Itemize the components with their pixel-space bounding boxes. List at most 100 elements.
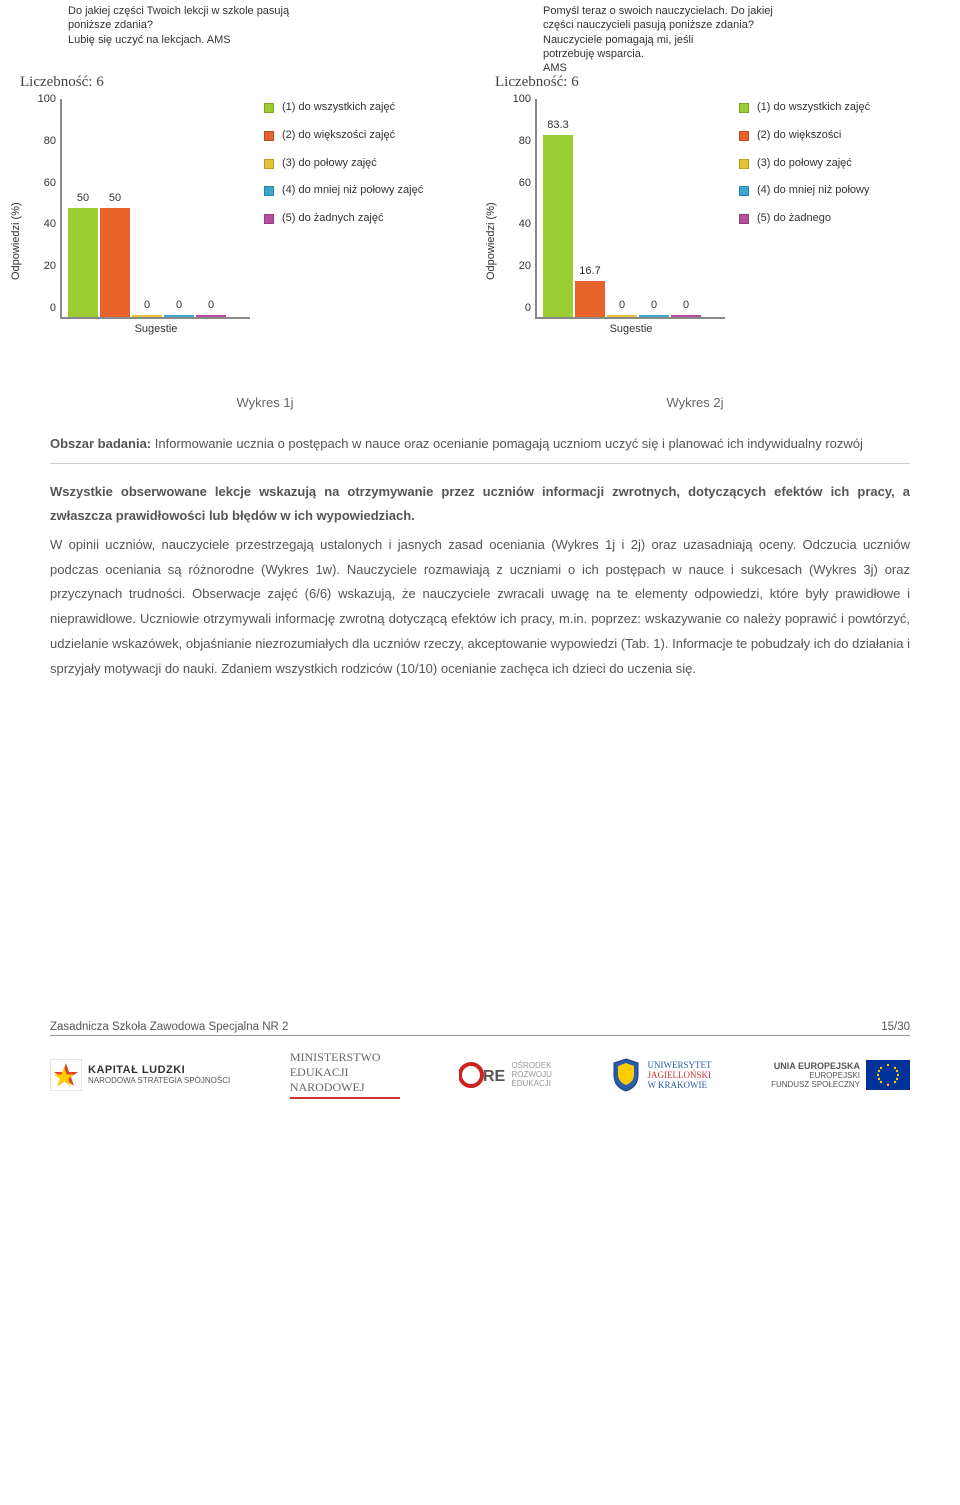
logo-eu: UNIA EUROPEJSKA EUROPEJSKI FUNDUSZ SPOŁE… — [771, 1060, 910, 1090]
chart-2-legend: (1) do wszystkich zajęć (2) do większości… — [725, 99, 950, 353]
bar-value: 83.3 — [543, 119, 573, 131]
legend-swatch — [264, 214, 274, 224]
legend-label: (1) do wszystkich zajęć — [757, 101, 870, 115]
legend-item: (3) do połowy zajęć — [264, 157, 475, 171]
ytick: 40 — [503, 219, 531, 230]
ytick: 100 — [28, 94, 56, 105]
legend-swatch — [739, 159, 749, 169]
q-line: Pomyśl teraz o swoich nauczycielach. Do … — [543, 5, 773, 17]
chart-2-plot: 83.316.7000 Sugestie — [535, 99, 725, 319]
bar: 16.7 — [575, 281, 605, 317]
caption-1: Wykres 1j — [50, 395, 480, 410]
ore-icon: RE — [459, 1059, 505, 1091]
title-prefix: Obszar badania: — [50, 436, 151, 451]
legend-label: (2) do większości zajęć — [282, 129, 395, 143]
logo-text: UNIWERSYTET — [647, 1060, 711, 1070]
legend-item: (1) do wszystkich zajęć — [264, 101, 475, 115]
legend-label: (3) do połowy zajęć — [757, 157, 852, 171]
logo-kapital-ludzki: KAPITAŁ LUDZKI NARODOWA STRATEGIA SPÓJNO… — [50, 1059, 230, 1091]
legend-item: (5) do żadnych zajęć — [264, 212, 475, 226]
bar-value: 0 — [164, 299, 194, 311]
logo-text: EDUKACJI — [511, 1079, 551, 1088]
section-title: Obszar badania: Informowanie ucznia o po… — [50, 432, 910, 457]
svg-text:RE: RE — [483, 1068, 505, 1085]
logo-text: ROZWOJU — [511, 1070, 551, 1079]
legend-swatch — [739, 186, 749, 196]
legend-swatch — [264, 159, 274, 169]
bar: 0 — [164, 315, 194, 317]
bar-value: 0 — [671, 299, 701, 311]
chart-2-bars: 83.316.7000 — [543, 99, 701, 317]
footer-right: 15/30 — [881, 1021, 910, 1033]
charts-row: Do jakiej części Twoich lekcji w szkole … — [0, 0, 960, 353]
bar: 50 — [100, 208, 130, 317]
logo-text: UNIA EUROPEJSKA — [771, 1061, 860, 1071]
q-line: poniższe zdania? — [68, 19, 153, 31]
ytick: 100 — [503, 94, 531, 105]
ytick: 20 — [28, 261, 56, 272]
ytick: 40 — [28, 219, 56, 230]
chart-1-yticks: 100 80 60 40 20 0 — [28, 99, 60, 319]
chart-1-legend: (1) do wszystkich zajęć (2) do większości… — [250, 99, 475, 353]
legend-swatch — [739, 131, 749, 141]
caption-2: Wykres 2j — [480, 395, 910, 410]
logo-text: MINISTERSTWO — [290, 1050, 400, 1065]
chart-2-area: Odpowiedzi (%) 100 80 60 40 20 0 83.316.… — [485, 99, 950, 353]
logo-uj: UNIWERSYTET JAGIELLOŃSKI W KRAKOWIE — [611, 1057, 711, 1093]
bar: 0 — [607, 315, 637, 317]
ytick: 0 — [28, 303, 56, 314]
bar-value: 16.7 — [575, 265, 605, 277]
ytick: 60 — [28, 178, 56, 189]
logo-text: KAPITAŁ LUDZKI — [88, 1064, 230, 1076]
shield-icon — [611, 1057, 641, 1093]
legend-swatch — [264, 131, 274, 141]
legend-label: (1) do wszystkich zajęć — [282, 101, 395, 115]
legend-swatch — [264, 186, 274, 196]
logo-text: NARODOWEJ — [290, 1080, 400, 1095]
footer-logos: KAPITAŁ LUDZKI NARODOWA STRATEGIA SPÓJNO… — [50, 1036, 910, 1109]
legend-swatch — [739, 103, 749, 113]
q-line: AMS — [543, 62, 567, 74]
chart-1-xlabel: Sugestie — [62, 323, 250, 335]
chart-1-plot: 5050000 Sugestie — [60, 99, 250, 319]
legend-swatch — [739, 214, 749, 224]
q-line: Lubię się uczyć na lekcjach. AMS — [68, 34, 231, 46]
ytick: 80 — [28, 136, 56, 147]
chart-1-bars: 5050000 — [68, 99, 226, 317]
logo-underline — [290, 1097, 400, 1099]
q-line: potrzebuję wsparcia. — [543, 48, 644, 60]
chart-2-xlabel: Sugestie — [537, 323, 725, 335]
legend-label: (5) do żadnego — [757, 212, 831, 226]
logo-text: W KRAKOWIE — [647, 1080, 711, 1090]
chart-2-question: Pomyśl teraz o swoich nauczycielach. Do … — [485, 4, 950, 74]
chart-2: Pomyśl teraz o swoich nauczycielach. Do … — [485, 0, 950, 353]
legend-swatch — [264, 103, 274, 113]
q-line: części nauczycieli pasują poniższe zdani… — [543, 19, 754, 31]
page-footer: Zasadnicza Szkoła Zawodowa Specjalna NR … — [0, 1021, 960, 1109]
separator — [50, 463, 910, 464]
bar: 50 — [68, 208, 98, 317]
logo-text: JAGIELLOŃSKI — [647, 1070, 711, 1080]
bar-value: 0 — [607, 299, 637, 311]
bar: 0 — [671, 315, 701, 317]
legend-item: (2) do większości — [739, 129, 950, 143]
legend-item: (5) do żadnego — [739, 212, 950, 226]
chart-1-question: Do jakiej części Twoich lekcji w szkole … — [10, 4, 475, 74]
q-line: Nauczyciele pomagają mi, jeśli — [543, 34, 693, 46]
chart-2-yticks: 100 80 60 40 20 0 — [503, 99, 535, 319]
bar-value: 50 — [100, 192, 130, 204]
bar-value: 50 — [68, 192, 98, 204]
ytick: 80 — [503, 136, 531, 147]
logo-ore: RE OŚRODEK ROZWOJU EDUKACJI — [459, 1059, 551, 1091]
logo-text: NARODOWA STRATEGIA SPÓJNOŚCI — [88, 1076, 230, 1085]
legend-label: (4) do mniej niż połowy zajęć — [282, 184, 423, 198]
logo-men: MINISTERSTWO EDUKACJI NARODOWEJ — [290, 1050, 400, 1099]
bar: 0 — [639, 315, 669, 317]
ytick: 0 — [503, 303, 531, 314]
logo-text: OŚRODEK — [511, 1061, 551, 1070]
subheading: Wszystkie obserwowane lekcje wskazują na… — [50, 480, 910, 529]
ytick: 60 — [503, 178, 531, 189]
ytick: 20 — [503, 261, 531, 272]
eu-flag-icon — [866, 1060, 910, 1090]
chart-1-count: Liczebność: 6 — [10, 74, 475, 91]
